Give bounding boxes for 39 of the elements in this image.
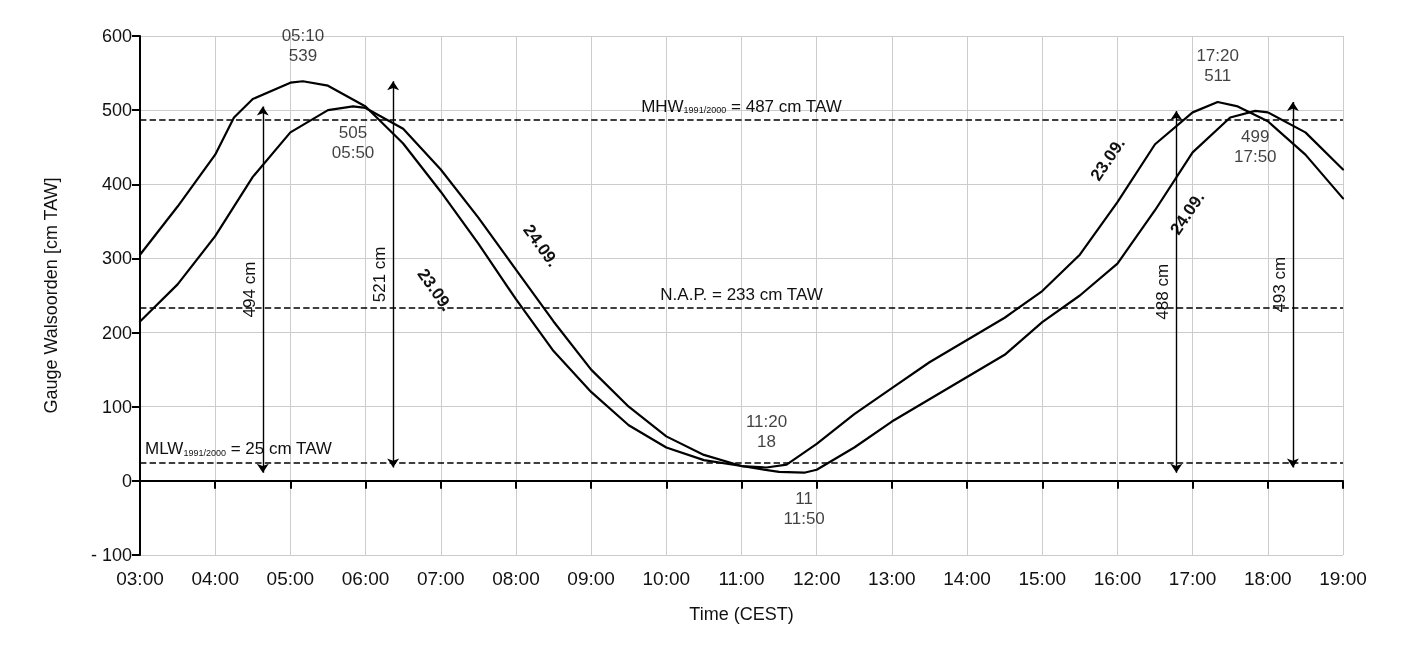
annotation: 488 cm [1153, 263, 1173, 320]
y-tick-label: 100 [101, 396, 132, 417]
annotation: 494 cm [239, 261, 259, 318]
annotation: 11 11:50 [783, 489, 825, 529]
x-tick-label: 08:00 [492, 568, 540, 589]
x-tick-label: 03:00 [116, 568, 164, 589]
y-tick-label: 0 [121, 470, 132, 491]
x-tick-label: 14:00 [943, 568, 991, 589]
annotation: 499 17:50 [1234, 127, 1277, 167]
x-tick-label: 13:00 [868, 568, 916, 589]
y-tick-label: - 100 [90, 545, 132, 565]
annotation: 17:20 511 [1196, 46, 1239, 86]
x-tick-label: 17:00 [1168, 568, 1217, 589]
y-tick-label: 400 [101, 174, 132, 195]
annotation: 505 05:50 [331, 122, 375, 162]
x-tick-label: 12:00 [792, 568, 841, 589]
x-tick-label: 06:00 [341, 568, 390, 589]
x-tick-label: 11:00 [718, 568, 765, 589]
x-tick-label: 18:00 [1244, 568, 1292, 589]
ref-line-label: MHW1991/2000 = 487 cm TAW [641, 96, 842, 116]
y-tick-label: 500 [101, 100, 132, 121]
x-tick-label: 07:00 [416, 568, 465, 589]
x-tick-label: 04:00 [191, 568, 239, 589]
x-tick-label: 09:00 [567, 568, 615, 589]
annotation: 521 cm [370, 246, 390, 303]
x-tick-label: 16:00 [1093, 568, 1142, 589]
y-tick-label: 300 [101, 248, 132, 269]
y-axis-title: Gauge Walsoorden [cm TAW] [41, 177, 61, 414]
annotation: 493 cm [1269, 256, 1289, 313]
annotation: 05:10 539 [281, 25, 325, 65]
y-tick-label: 200 [101, 322, 132, 343]
x-tick-label: 05:00 [266, 568, 315, 589]
ref-line-label: N.A.P. = 233 cm TAW [660, 285, 823, 305]
x-axis-title: Time (CEST) [689, 604, 794, 624]
x-tick-label: 19:00 [1319, 568, 1367, 589]
y-tick-label: 600 [101, 26, 132, 46]
x-tick-label: 10:00 [642, 568, 691, 589]
x-tick-label: 15:00 [1018, 568, 1067, 589]
annotation: 11:20 18 [745, 412, 788, 452]
